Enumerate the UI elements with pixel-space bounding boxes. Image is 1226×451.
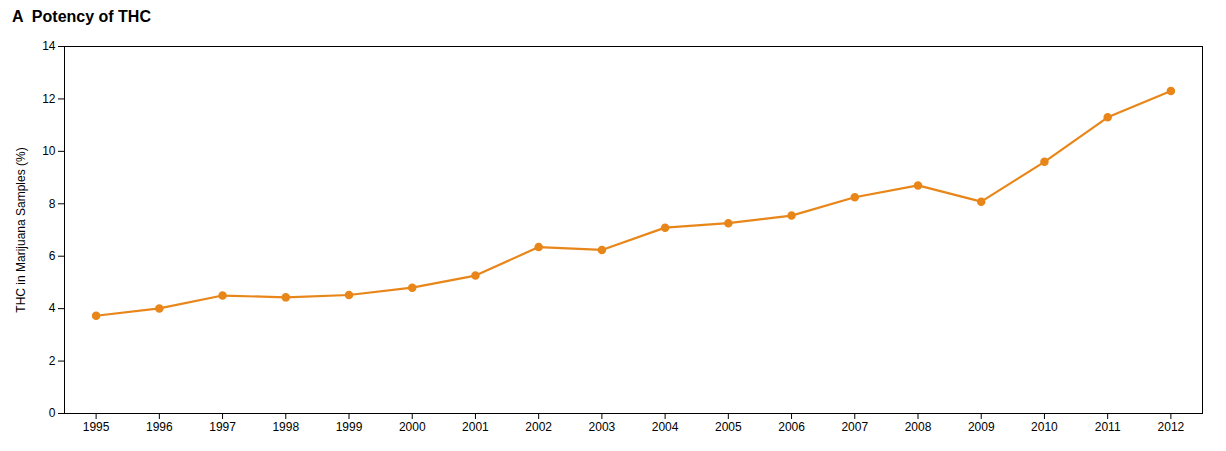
svg-text:2: 2: [49, 354, 56, 368]
svg-text:2006: 2006: [778, 420, 805, 434]
svg-text:6: 6: [49, 249, 56, 263]
svg-text:2010: 2010: [1031, 420, 1058, 434]
svg-text:2007: 2007: [841, 420, 868, 434]
svg-text:1999: 1999: [336, 420, 363, 434]
svg-text:12: 12: [42, 92, 56, 106]
svg-text:2011: 2011: [1095, 420, 1121, 434]
svg-text:8: 8: [49, 197, 56, 211]
svg-text:4: 4: [49, 301, 56, 315]
svg-text:2008: 2008: [905, 420, 932, 434]
svg-text:2003: 2003: [589, 420, 616, 434]
svg-text:14: 14: [42, 39, 56, 53]
svg-text:THC in Marijuana Samples (%): THC in Marijuana Samples (%): [14, 147, 28, 312]
svg-text:1998: 1998: [272, 420, 299, 434]
svg-text:1995: 1995: [83, 420, 110, 434]
svg-text:2000: 2000: [399, 420, 426, 434]
svg-text:1997: 1997: [209, 420, 236, 434]
svg-text:2012: 2012: [1158, 420, 1185, 434]
svg-text:2005: 2005: [715, 420, 742, 434]
html-text:A Potency of THC: A Potency of THC: [12, 8, 151, 25]
svg-text:2002: 2002: [525, 420, 552, 434]
svg-text:2009: 2009: [968, 420, 995, 434]
svg-text:2001: 2001: [462, 420, 489, 434]
svg-text:10: 10: [42, 144, 56, 158]
svg-text:1996: 1996: [146, 420, 173, 434]
svg-text:0: 0: [49, 406, 56, 420]
svg-text:2004: 2004: [652, 420, 679, 434]
